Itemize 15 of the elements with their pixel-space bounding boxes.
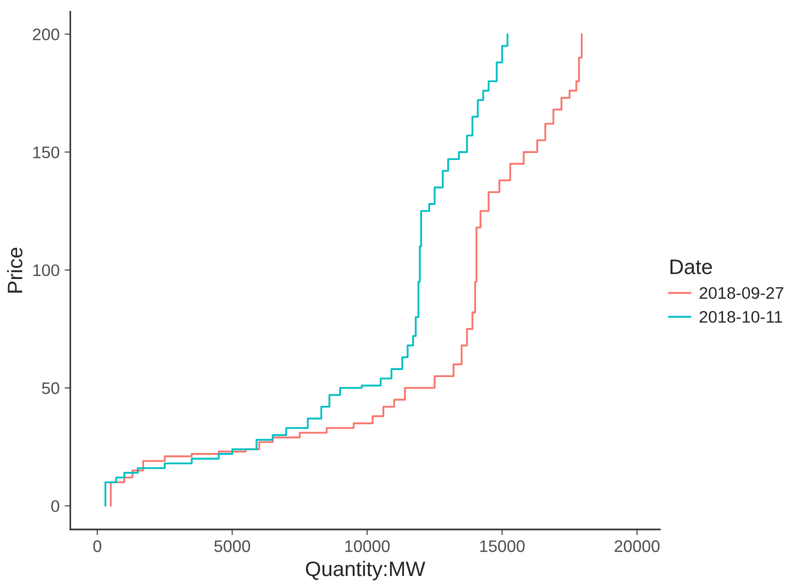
x-tick-label: 15000 [480,540,525,552]
x-axis-title: Quantity:MW [306,560,426,580]
legend-label: 2018-10-11 [700,310,782,323]
legend-title: Date [670,260,712,274]
y-tick-label: 200 [32,28,60,40]
y-tick-label: 150 [33,146,60,158]
legend-label: 2018-09-27 [700,287,784,299]
y-axis-title: Price [7,248,22,293]
y-tick-label: 50 [42,382,60,394]
y-tick-label: 100 [33,264,60,276]
x-tick-label: 0 [93,540,102,552]
x-tick-label: 5000 [214,540,250,552]
y-tick-label: 0 [51,500,60,512]
x-tick-label: 20000 [614,540,660,552]
x-tick-label: 10000 [345,540,390,552]
